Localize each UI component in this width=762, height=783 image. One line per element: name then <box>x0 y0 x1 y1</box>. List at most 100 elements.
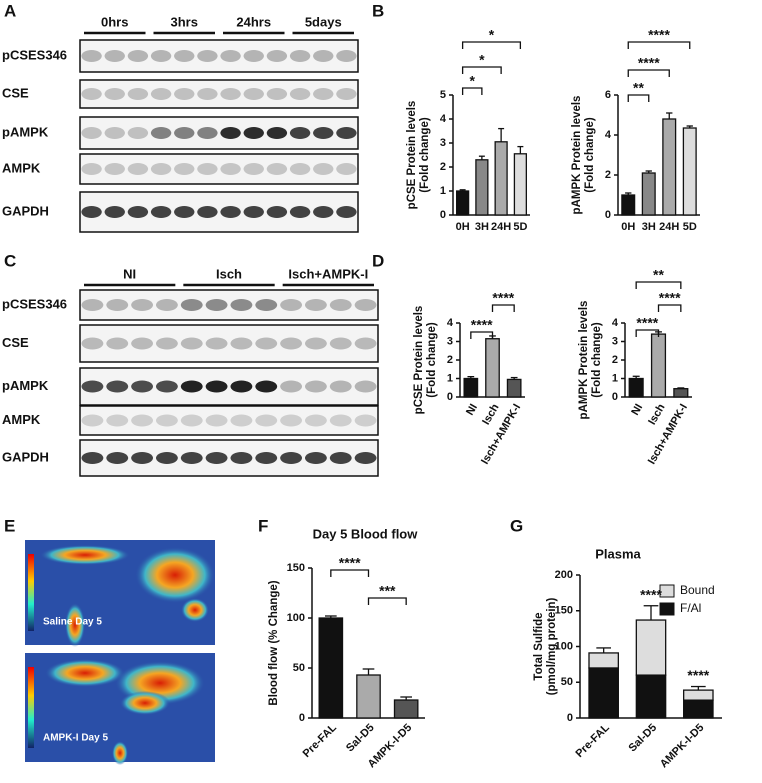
blot-band <box>127 163 149 175</box>
y-axis-label: (Fold change) <box>584 117 596 193</box>
image-label: AMPK-I Day 5 <box>43 733 108 744</box>
y-tick-label: 2 <box>447 354 453 366</box>
legend-label: F/Al <box>680 601 701 615</box>
blot-band <box>106 380 129 393</box>
panel-letter: G <box>510 516 523 535</box>
significance-bracket <box>627 69 670 77</box>
y-tick-label: 0 <box>299 712 305 724</box>
blot-band <box>81 163 102 175</box>
blot-band <box>174 163 195 175</box>
blot-band <box>106 299 129 311</box>
blot-band <box>354 414 377 427</box>
blot-band <box>220 88 241 100</box>
blot-band <box>243 88 264 100</box>
bar-segment <box>635 674 667 719</box>
row-label: pCSES346 <box>2 296 67 311</box>
bar-segment <box>588 652 619 669</box>
y-tick-label: 2 <box>612 354 618 366</box>
x-tick-label: Pre-FAL <box>301 722 340 761</box>
blot-band <box>304 380 327 393</box>
blot-band <box>81 50 102 62</box>
panel-letter: F <box>258 516 268 535</box>
bar-segment <box>683 699 714 719</box>
group-label: Isch <box>216 266 242 281</box>
blot-band <box>127 88 149 100</box>
blot-band <box>313 88 334 100</box>
bar <box>318 617 344 719</box>
blot-frame <box>79 405 379 436</box>
y-tick-label: 150 <box>287 562 305 574</box>
significance: * <box>470 73 476 89</box>
significance: **** <box>640 586 662 602</box>
significance: **** <box>471 317 493 333</box>
blot-band <box>174 206 195 218</box>
legend-swatch <box>659 584 675 598</box>
blot-band <box>313 127 334 139</box>
blot-band <box>106 414 129 427</box>
row-label: CSE <box>2 85 29 100</box>
perfusion-area <box>181 598 209 622</box>
blot-band <box>243 127 264 139</box>
blot-band <box>150 163 172 175</box>
blot-band <box>81 452 104 464</box>
blot-band <box>131 337 154 350</box>
blot-frame <box>79 324 379 363</box>
blot-band <box>266 50 288 62</box>
perfusion-area <box>112 741 128 765</box>
legend-label: Bound <box>680 583 715 597</box>
bar <box>641 172 656 216</box>
blot-band <box>243 50 264 62</box>
blot-band <box>81 380 104 393</box>
blot-band <box>336 127 357 139</box>
blot-band <box>336 163 357 175</box>
chart-title: Plasma <box>595 546 641 561</box>
y-tick-label: 2 <box>605 169 611 181</box>
blot-band <box>280 452 303 464</box>
row-label: AMPK <box>2 412 41 427</box>
y-tick-label: 50 <box>561 676 573 688</box>
y-tick-label: 3 <box>612 335 618 347</box>
blot-band <box>329 337 352 350</box>
significance-bracket <box>367 597 407 605</box>
blot-frame <box>79 116 359 150</box>
blot-band <box>174 127 195 139</box>
panel-letter: D <box>372 251 384 270</box>
blot-band <box>354 299 377 311</box>
bar-segment <box>635 619 667 676</box>
panel-letter: C <box>4 251 16 270</box>
bar <box>673 388 689 398</box>
blot-band <box>266 127 288 139</box>
perfusion-area <box>135 547 215 603</box>
blot-band <box>266 206 288 218</box>
significance: ** <box>653 267 664 283</box>
group-label: Isch+AMPK-I <box>288 266 368 281</box>
color-scale <box>28 554 34 631</box>
legend-swatch <box>659 602 675 616</box>
bar <box>650 333 667 398</box>
row-label: CSE <box>2 335 29 350</box>
blot-band <box>197 163 218 175</box>
bar-segment <box>683 689 714 701</box>
blot-band <box>81 337 104 350</box>
blot-band <box>127 206 149 218</box>
blot-band <box>150 127 172 139</box>
blot-frame <box>79 191 359 233</box>
blot-band <box>155 380 178 393</box>
blot-band <box>81 206 102 218</box>
y-tick-label: 0 <box>605 209 611 221</box>
significance: **** <box>492 290 514 306</box>
x-tick-label: 5D <box>683 221 697 233</box>
x-tick-label: 0H <box>621 221 635 233</box>
blot-band <box>230 414 253 427</box>
blot-frame <box>79 439 379 477</box>
blot-band <box>230 452 253 464</box>
bar <box>456 190 470 216</box>
panel-letter: E <box>4 516 15 535</box>
panel-letter: A <box>4 1 16 20</box>
y-tick-label: 1 <box>440 185 446 197</box>
blot-band <box>304 337 327 350</box>
bar <box>628 377 644 398</box>
y-axis-label: Blood flow (% Change) <box>268 580 280 705</box>
blot-band <box>289 206 311 218</box>
